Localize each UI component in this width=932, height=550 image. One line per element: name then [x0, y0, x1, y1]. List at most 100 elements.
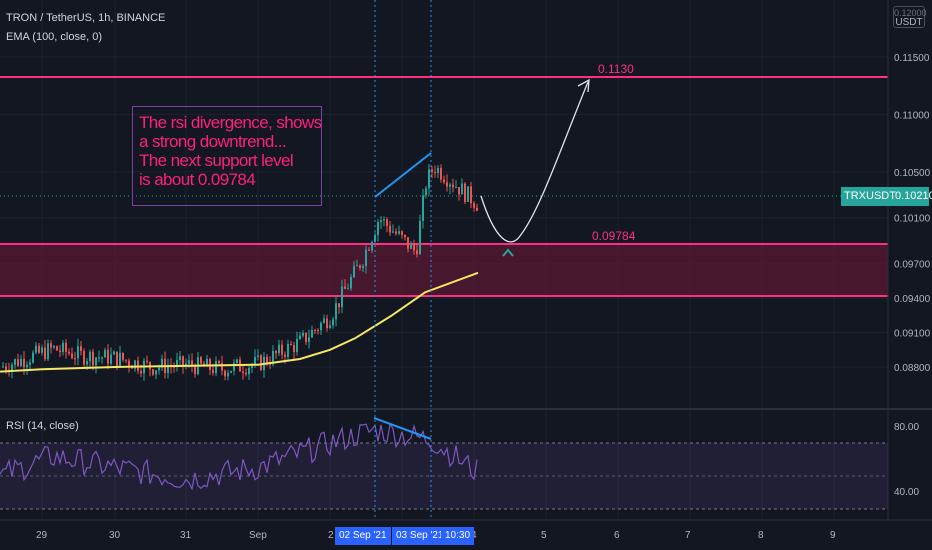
- candle-body: [242, 371, 244, 373]
- price-divergence-line[interactable]: [374, 152, 432, 198]
- candle-body: [449, 184, 451, 187]
- candle-body: [374, 234, 376, 242]
- symbol-title[interactable]: TRON / TetherUS, 1h, BINANCE: [6, 12, 166, 24]
- projection-arrow[interactable]: [480, 81, 589, 243]
- candle-body: [125, 359, 127, 361]
- time-highlight-label: 02 Sep '21: [335, 527, 391, 545]
- price-tick-label: 0.09700: [894, 260, 931, 271]
- candle-body: [458, 187, 460, 195]
- rsi-divergence-line[interactable]: [373, 417, 432, 440]
- candle-body: [86, 361, 88, 365]
- candle-body: [32, 352, 34, 363]
- candle-body: [323, 318, 325, 323]
- candle-body: [227, 372, 229, 377]
- candle-body: [347, 288, 349, 290]
- time-tick-label: 6: [614, 530, 620, 541]
- candle-body: [476, 207, 478, 211]
- candle-body: [74, 358, 76, 360]
- candle-body: [434, 171, 436, 174]
- candle-body: [152, 369, 154, 375]
- candle-body: [353, 265, 355, 278]
- price-tick-label: 0.09400: [894, 294, 931, 305]
- current-price-tag: TRXUSDT 0.10210: [841, 187, 932, 206]
- candle-body: [425, 188, 427, 196]
- price-tick-label: 0.09100: [894, 329, 931, 340]
- time-tick-label: Sep: [249, 530, 267, 541]
- candle-body: [59, 350, 61, 352]
- candle-body: [47, 343, 49, 360]
- candle-body: [275, 350, 277, 354]
- rsi-tick-label: 40.00: [894, 487, 919, 498]
- candle-body: [329, 325, 331, 329]
- candle-body: [464, 183, 466, 202]
- annotation-textbox[interactable]: The rsi divergence, shows a strong downt…: [132, 106, 322, 206]
- candle-body: [140, 370, 142, 374]
- candle-body: [248, 367, 250, 375]
- price-tag-value: 0.10210: [895, 190, 932, 202]
- candle-body: [383, 219, 385, 221]
- candle-body: [245, 372, 247, 375]
- currency-button[interactable]: 0.12000 USDT: [893, 6, 927, 28]
- candle-body: [452, 184, 454, 188]
- candle-body: [146, 360, 148, 362]
- candle-body: [317, 330, 319, 332]
- candle-body: [38, 345, 40, 353]
- price-tick-label: 0.11500: [894, 53, 930, 64]
- candle-body: [257, 355, 259, 358]
- candle-body: [440, 167, 442, 180]
- candle-body: [251, 364, 253, 368]
- candle-body: [29, 362, 31, 365]
- candle-body: [281, 344, 283, 355]
- time-highlight-label: 10:30: [441, 527, 475, 545]
- candle-body: [128, 360, 130, 367]
- candle-body: [119, 352, 121, 366]
- candle-body: [200, 357, 202, 364]
- candle-body: [356, 265, 358, 267]
- candle-body: [2, 366, 4, 368]
- candle-body: [68, 351, 70, 354]
- candle-body: [341, 286, 343, 308]
- candle-body: [134, 360, 136, 369]
- candle-body: [224, 370, 226, 377]
- time-tick-label: 31: [180, 530, 192, 541]
- candle-body: [326, 318, 328, 329]
- time-tick-label: 8: [758, 530, 764, 541]
- price-axis[interactable]: 0.11500 0.11000 0.10500 0.10100 0.09700 0.094…: [894, 53, 931, 498]
- candle-body: [296, 339, 298, 352]
- candle-body: [260, 355, 262, 371]
- candle-body: [332, 319, 334, 326]
- candle-body: [392, 231, 394, 233]
- candle-body: [17, 359, 19, 366]
- candle-body: [182, 356, 184, 367]
- candle-body: [305, 332, 307, 343]
- candle-body: [71, 353, 73, 359]
- resistance-label: 0.1130: [598, 62, 634, 76]
- ema-indicator-label[interactable]: EMA (100, close, 0): [6, 31, 102, 43]
- candle-body: [221, 362, 223, 371]
- candle-body: [254, 357, 256, 365]
- candle-body: [266, 356, 268, 364]
- candle-body: [338, 303, 340, 308]
- candle-body: [209, 358, 211, 370]
- candle-body: [398, 231, 400, 234]
- candle-body: [431, 169, 433, 172]
- candle-body: [122, 352, 124, 360]
- price-tag-symbol: TRXUSDT: [844, 190, 896, 202]
- candle-body: [422, 195, 424, 221]
- candle-body: [233, 362, 235, 371]
- candle-body: [311, 329, 313, 338]
- candle-body: [359, 265, 361, 268]
- candle-body: [380, 220, 382, 222]
- rsi-indicator-label[interactable]: RSI (14, close): [6, 420, 79, 432]
- currency-button-top: 0.12000: [894, 8, 927, 18]
- candle-body: [92, 351, 94, 366]
- candle-body: [299, 335, 301, 340]
- candle-body: [437, 167, 439, 174]
- candle-body: [215, 361, 217, 374]
- candle-body: [404, 234, 406, 238]
- candle-body: [80, 346, 82, 351]
- candle-body: [23, 358, 25, 368]
- candle-body: [455, 187, 457, 189]
- candle-body: [107, 349, 109, 364]
